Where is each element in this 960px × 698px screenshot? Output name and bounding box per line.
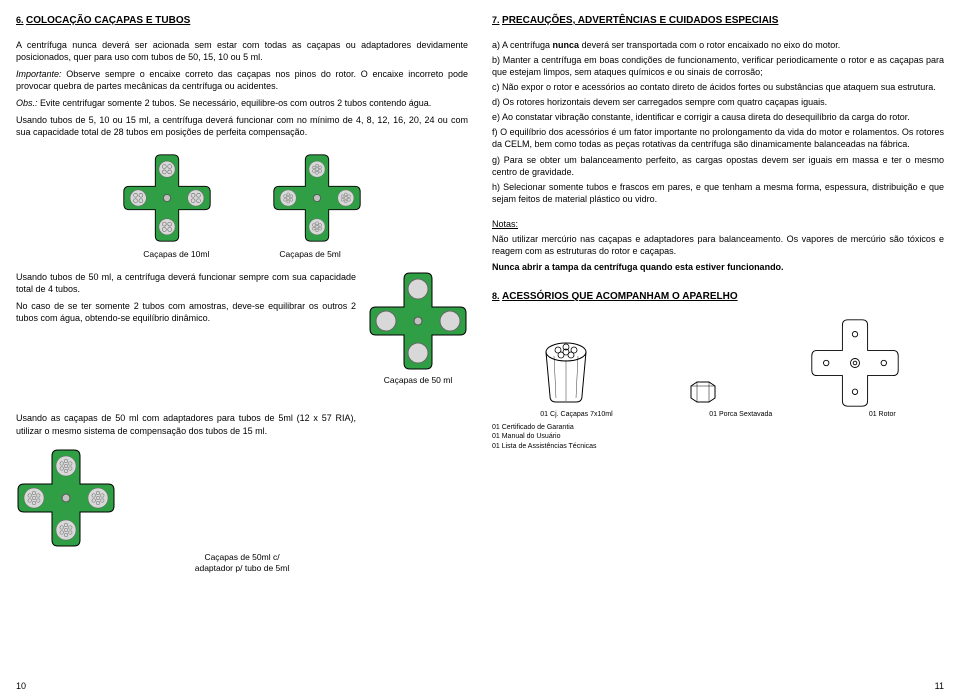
item-f: f) O equilíbrio dos acessórios é um fato… <box>492 126 944 150</box>
section-8-heading: 8. ACESSÓRIOS QUE ACOMPANHAM O APARELHO <box>492 290 944 304</box>
left-column: 6. COLOCAÇÃO CAÇAPAS E TUBOS A centrífug… <box>16 14 468 698</box>
item-e: e) Ao constatar vibração constante, iden… <box>492 111 944 123</box>
label-50adp: Caçapas de 50ml c/ adaptador p/ tubo de … <box>16 552 468 575</box>
sec6-p5: Usando tubos de 50 ml, a centrífuga deve… <box>16 271 356 295</box>
section-6-number: 6. <box>16 15 24 25</box>
page-number-right: 11 <box>935 680 944 692</box>
acc-label-2: 01 Porca Sextavada <box>709 410 772 419</box>
accessories-sublabels: 01 Certificado de Garantia 01 Manual do … <box>492 423 944 451</box>
section-7-title: PRECAUÇÕES, ADVERTÊNCIAS E CUIDADOS ESPE… <box>502 15 778 26</box>
rotor-5ml-icon <box>272 153 362 243</box>
sec6-p2: Importante: Observe sempre o encaixe cor… <box>16 68 468 92</box>
item-g: g) Para se obter um balanceamento perfei… <box>492 154 944 178</box>
section-6-heading: 6. COLOCAÇÃO CAÇAPAS E TUBOS <box>16 14 468 28</box>
notes-p1: Não utilizar mercúrio nas caçapas e adap… <box>492 233 944 257</box>
accessories-labels: 01 Cj. Caçapas 7x10ml 01 Porca Sextavada… <box>492 410 944 419</box>
sec6-p1: A centrífuga nunca deverá ser acionada s… <box>16 39 468 63</box>
notes-title: Notas: <box>492 219 518 229</box>
sec6-p2-important: Importante: <box>16 69 62 79</box>
sec6-p3-obs: Obs.: <box>16 98 38 108</box>
notes-p2: Nunca abrir a tampa da centrífuga quando… <box>492 261 944 273</box>
block-50adp: Usando as caçapas de 50 ml com adaptador… <box>16 412 468 441</box>
acc-sub-1: 01 Certificado de Garantia <box>492 423 944 432</box>
acc-hexnut <box>683 378 723 408</box>
section-7-heading: 7. PRECAUÇÕES, ADVERTÊNCIAS E CUIDADOS E… <box>492 14 944 28</box>
rotor-10ml-icon <box>122 153 212 243</box>
block-50ml: Usando tubos de 50 ml, a centrífuga deve… <box>16 271 468 394</box>
section-8-number: 8. <box>492 291 500 301</box>
label-5ml: Caçapas de 5ml <box>279 249 340 260</box>
acc-bucket <box>536 338 596 408</box>
item-a: a) A centrífuga nunca deverá ser transpo… <box>492 39 944 51</box>
sec6-p7: Usando as caçapas de 50 ml com adaptador… <box>16 412 356 436</box>
hexnut-icon <box>683 378 723 408</box>
sec6-p6: No caso de se ter somente 2 tubos com am… <box>16 300 356 324</box>
sec6-p4: Usando tubos de 5, 10 ou 15 ml, a centrí… <box>16 114 468 138</box>
acc-label-1: 01 Cj. Caçapas 7x10ml <box>540 410 612 419</box>
notes-block: Notas: Não utilizar mercúrio nas caçapas… <box>492 218 944 276</box>
section-6-title: COLOCAÇÃO CAÇAPAS E TUBOS <box>26 15 190 26</box>
acc-sub-2: 01 Manual do Usuário <box>492 432 944 441</box>
rotor-50adp-icon <box>16 448 116 548</box>
section-8-title: ACESSÓRIOS QUE ACOMPANHAM O APARELHO <box>502 291 738 302</box>
accessories-row <box>492 318 944 408</box>
acc-sub-3: 01 Lista de Assistências Técnicas <box>492 442 944 451</box>
precautions-list: a) A centrífuga nunca deverá ser transpo… <box>492 39 944 209</box>
item-b: b) Manter a centrífuga em boas condições… <box>492 54 944 78</box>
rotor-top-labels: Caçapas de 10ml Caçapas de 5ml <box>16 249 468 260</box>
page-number-left: 10 <box>16 680 26 692</box>
label-50ml: Caçapas de 50 ml <box>368 375 468 386</box>
item-h: h) Selecionar somente tubos e frascos em… <box>492 181 944 205</box>
right-column: 7. PRECAUÇÕES, ADVERTÊNCIAS E CUIDADOS E… <box>492 14 944 698</box>
acc-rotor <box>810 318 900 408</box>
item-c: c) Não expor o rotor e acessórios ao con… <box>492 81 944 93</box>
rotor-outline-icon <box>810 318 900 408</box>
acc-label-3: 01 Rotor <box>869 410 896 419</box>
label-10ml: Caçapas de 10ml <box>143 249 209 260</box>
bucket-icon <box>536 338 596 408</box>
rotor-row-top <box>16 153 468 243</box>
rotor-50ml-icon <box>368 271 468 371</box>
sec6-p3: Obs.: Evite centrifugar somente 2 tubos.… <box>16 97 468 109</box>
item-d: d) Os rotores horizontais devem ser carr… <box>492 96 944 108</box>
section-7-number: 7. <box>492 15 500 25</box>
